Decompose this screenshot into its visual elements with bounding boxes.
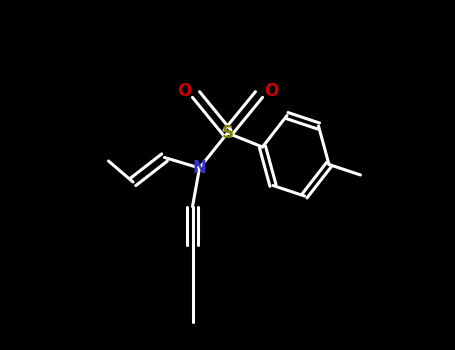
- Text: O: O: [177, 82, 191, 100]
- Text: N: N: [192, 159, 207, 177]
- Text: S: S: [222, 124, 233, 142]
- Text: O: O: [264, 82, 278, 100]
